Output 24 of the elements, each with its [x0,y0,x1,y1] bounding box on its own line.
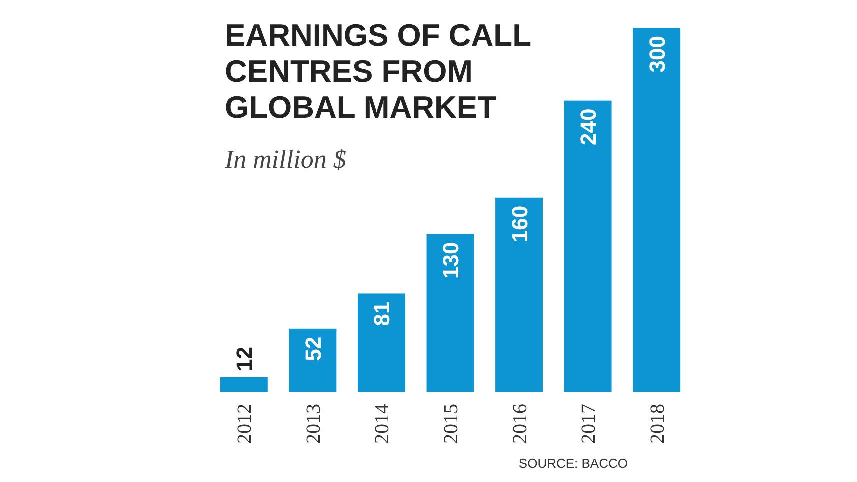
bar [358,294,406,392]
bar [220,377,268,392]
text: In million $ [224,145,346,174]
data-label: 52 [300,336,326,362]
bar [289,328,337,392]
x-tick-label: 2013 [302,404,325,444]
x-tick-label: 2018 [646,404,669,444]
bar [496,198,544,392]
x-tick-label: 2015 [440,404,462,444]
bar [564,100,612,392]
bar [633,28,681,392]
data-label: 81 [370,302,395,326]
text: EARNINGS OF CALL CENTRES FROM GLOBAL MARKET [225,18,532,125]
x-tick-label: 2016 [509,404,532,444]
x-tick-label: 2012 [234,404,256,444]
x-tick-label: 2017 [578,404,600,444]
data-label: 300 [644,36,670,73]
x-tick-label: 2014 [372,404,394,444]
data-label: 240 [576,108,602,146]
data-label: 160 [507,206,532,243]
data-label: 130 [438,242,464,279]
source-note: SOURCE: BACCO [518,456,628,471]
data-label: 12 [232,346,258,372]
bar [426,234,474,392]
